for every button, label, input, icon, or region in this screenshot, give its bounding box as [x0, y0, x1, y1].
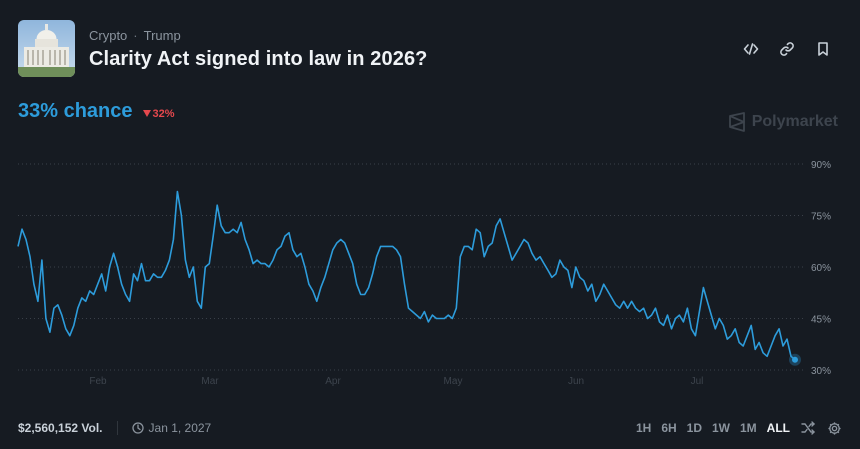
odds-summary: 33% chance 32% — [18, 100, 175, 123]
breadcrumb-separator: · — [133, 28, 138, 43]
volume-label: $2,560,152 Vol. — [18, 421, 103, 435]
y-tick-label: 45% — [811, 315, 831, 326]
y-tick-label: 30% — [811, 366, 831, 377]
end-date: Jan 1, 2027 — [131, 421, 212, 435]
capitol-icon — [18, 20, 75, 77]
range-1w[interactable]: 1W — [712, 421, 730, 435]
market-thumbnail — [18, 20, 75, 77]
breadcrumb: Crypto · Trump — [89, 28, 181, 43]
price-line — [17, 190, 796, 361]
range-1m[interactable]: 1M — [740, 421, 757, 435]
brand-name: Polymarket — [751, 113, 838, 130]
brand-watermark: Polymarket — [728, 112, 838, 132]
y-tick-label: 90% — [811, 160, 831, 171]
change-value: 32% — [152, 107, 175, 120]
x-tick-label: Feb — [89, 376, 107, 387]
range-selector: 1H 6H 1D 1W 1M ALL — [636, 420, 842, 436]
embed-icon[interactable] — [742, 40, 760, 58]
market-title: Clarity Act signed into law in 2026? — [89, 48, 428, 70]
range-1h[interactable]: 1H — [635, 421, 652, 435]
category-link[interactable]: Crypto — [89, 28, 128, 43]
chart-footer: $2,560,152 Vol. Jan 1, 2027 1H 6H 1D 1W 1M AL… — [18, 420, 842, 436]
subcategory-link[interactable]: Trump — [143, 28, 181, 43]
x-tick-label: Mar — [201, 376, 219, 387]
settings-icon[interactable] — [826, 420, 842, 436]
end-date-value: Jan 1, 2027 — [148, 421, 212, 435]
clock-icon — [131, 422, 144, 434]
x-tick-label: Jun — [568, 376, 584, 387]
link-icon[interactable] — [778, 40, 796, 58]
price-chart[interactable]: 90% 75% 60% 45% 30% Feb Mar Apr May Jun Jul — [0, 150, 860, 390]
polymarket-logo-icon — [728, 112, 745, 132]
header-actions — [742, 40, 832, 58]
chance-value: 33% chance — [18, 100, 133, 122]
range-1d[interactable]: 1D — [686, 421, 702, 435]
y-tick-label: 75% — [811, 212, 831, 223]
y-tick-label: 60% — [811, 263, 831, 274]
x-tick-label: May — [444, 376, 463, 387]
current-point — [792, 356, 798, 363]
shuffle-icon[interactable] — [800, 420, 816, 436]
range-all[interactable]: ALL — [766, 421, 790, 435]
bookmark-icon[interactable] — [814, 40, 832, 58]
down-arrow-icon — [142, 110, 151, 117]
x-tick-label: Jul — [691, 376, 704, 387]
x-tick-label: Apr — [325, 376, 341, 387]
change-indicator: 32% — [142, 107, 175, 120]
footer-divider — [116, 421, 118, 435]
range-6h[interactable]: 6H — [661, 421, 677, 435]
